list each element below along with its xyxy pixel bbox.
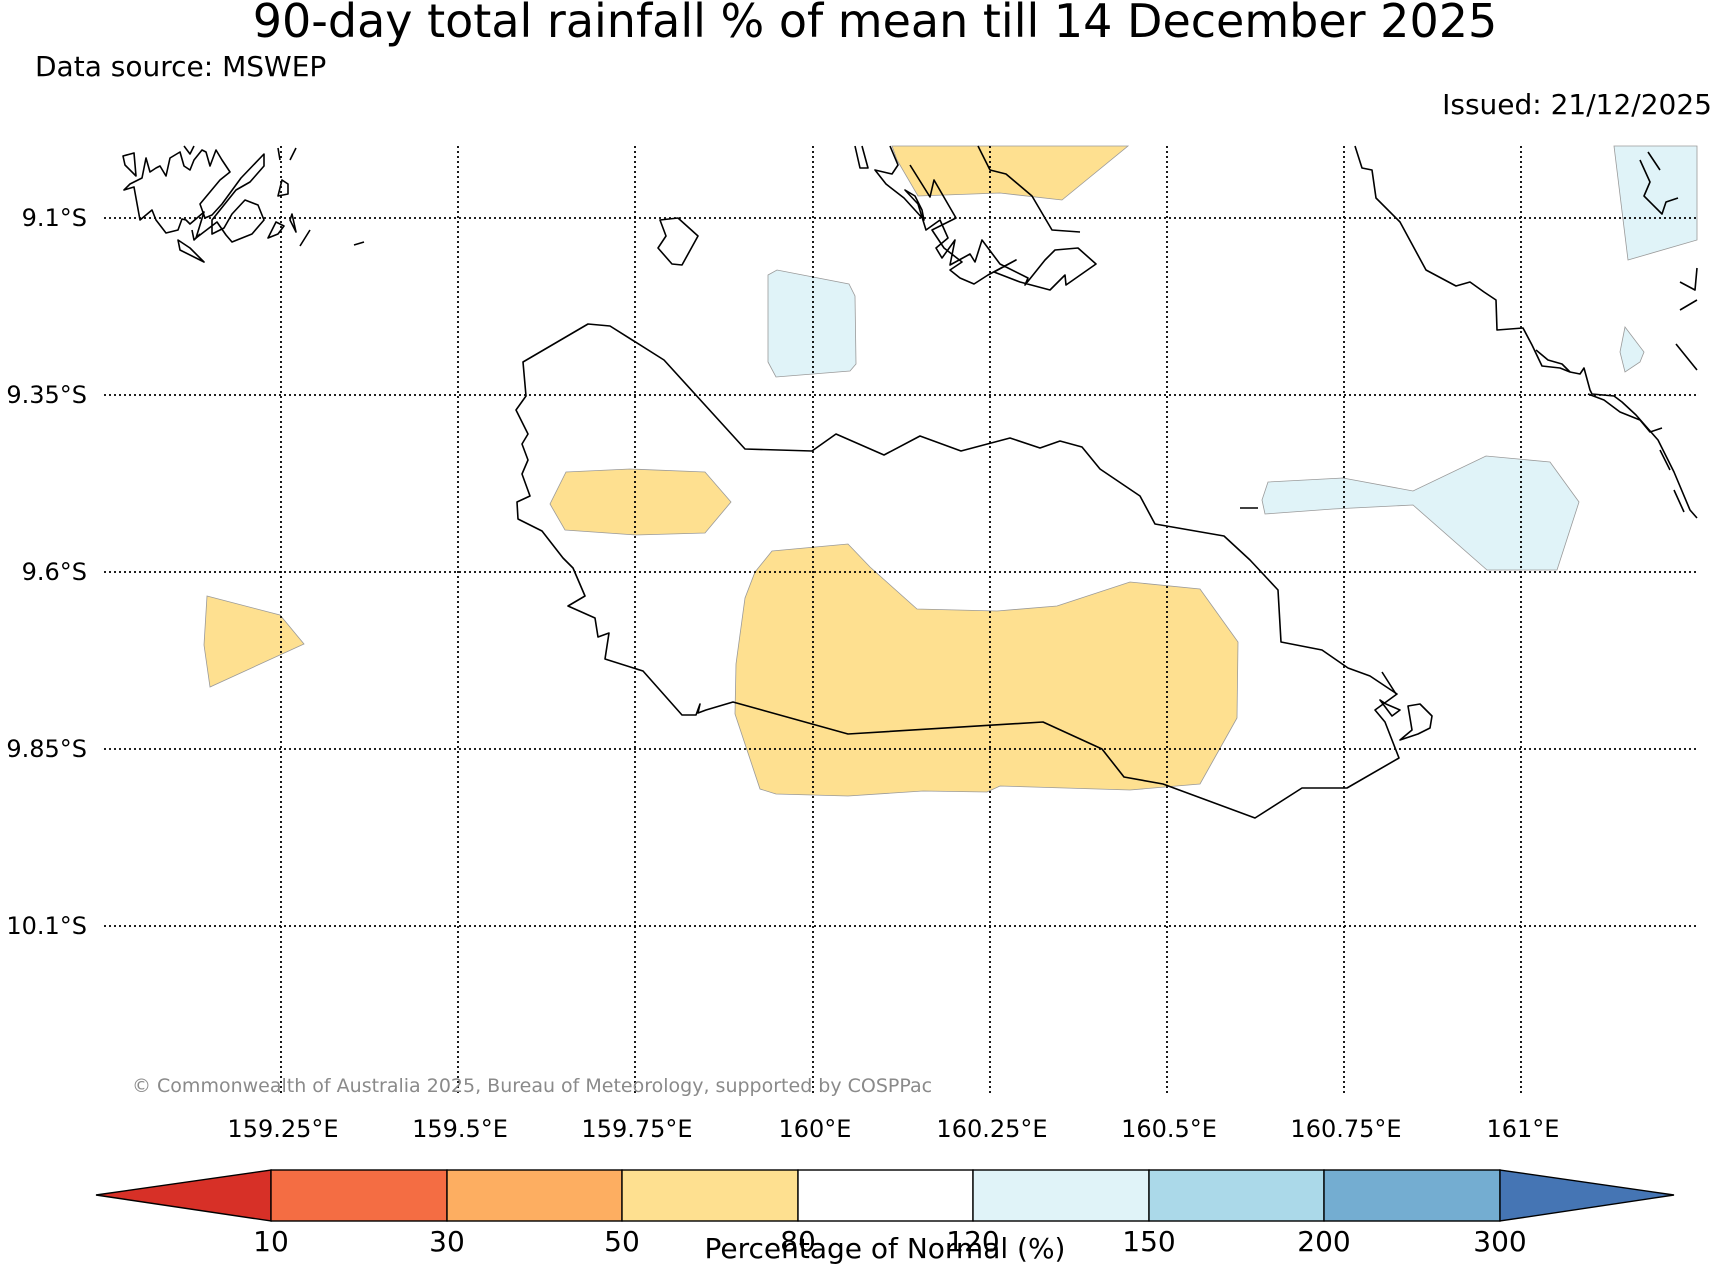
lat-label: 9.35°S (6, 381, 87, 409)
figure-title: 90-day total rainfall % of mean till 14 … (253, 0, 1498, 48)
lon-label: 159.25°E (227, 1115, 338, 1143)
graticule (104, 146, 1697, 1093)
coastline-florida-islands (874, 145, 1097, 291)
lon-label: 160.25°E (936, 1115, 1047, 1143)
data-source-label: Data source: MSWEP (35, 50, 326, 83)
shade-region-light-blue-east (1261, 455, 1580, 571)
shade-region-central-north (549, 468, 732, 536)
coastline-florida-west (854, 145, 869, 169)
shade-region-light-blue-corner (1613, 145, 1698, 261)
shading-120-150-percent (767, 145, 1698, 571)
colorbar-segment-50-80 (621, 1169, 799, 1222)
colorbar-segment-200-300 (1323, 1169, 1501, 1222)
shade-region-light-blue-sliver (1619, 326, 1645, 373)
colorbar-segment-80-120 (797, 1169, 974, 1222)
lat-label: 9.6°S (22, 558, 87, 586)
colorbar-tick-label: 120 (946, 1225, 999, 1258)
colorbar-tick-label: 300 (1473, 1225, 1526, 1258)
coastline-malaita (1354, 145, 1698, 519)
colorbar-ticks: 10 30 50 80 120 150 200 300 (253, 1225, 1527, 1258)
coastlines (122, 145, 1698, 819)
lat-label: 9.1°S (22, 204, 87, 232)
colorbar-segment-120-150 (972, 1169, 1150, 1222)
colorbar-tick-label: 30 (429, 1225, 465, 1258)
colorbar-tick-label: 80 (780, 1225, 816, 1258)
coastline-islet-north (657, 217, 699, 266)
colorbar-segment-150-200 (1148, 1169, 1325, 1222)
lon-label: 160°E (779, 1115, 852, 1143)
colorbar-tick-label: 150 (1122, 1225, 1175, 1258)
coastline-guadalcanal (515, 323, 1400, 819)
lon-label: 161°E (1487, 1115, 1560, 1143)
lon-label: 159.5°E (412, 1115, 508, 1143)
shade-region-light-blue-north (767, 269, 857, 378)
colorbar-segment-30-50 (446, 1169, 623, 1222)
lon-label: 159.75°E (581, 1115, 692, 1143)
lon-label: 160.75°E (1290, 1115, 1401, 1143)
longitude-labels: 159.25°E 159.5°E 159.75°E 160°E 160.25°E… (227, 1115, 1559, 1143)
colorbar-title: Percentage of Normal (%) (705, 1232, 1066, 1265)
coastline-nw-islands (122, 149, 265, 243)
shade-region-north-top (891, 145, 1130, 201)
coastline-east-islets (1240, 507, 1433, 741)
colorbar: 10 30 50 80 120 150 200 300 Percentage o… (95, 1169, 1675, 1265)
colorbar-extend-low (95, 1169, 272, 1222)
shade-region-west-isle (203, 595, 305, 688)
colorbar-tick-label: 200 (1297, 1225, 1350, 1258)
colorbar-tick-label: 50 (604, 1225, 640, 1258)
issued-date-label: Issued: 21/12/2025 (1442, 88, 1712, 121)
shade-region-south-coast (734, 543, 1239, 797)
map-plot-area: 9.1°S 9.35°S 9.6°S 9.85°S 10.1°S 159.25°… (6, 145, 1698, 1143)
lat-label: 10.1°S (6, 912, 87, 940)
coastline-east-fragments (1639, 151, 1698, 513)
latitude-labels: 9.1°S 9.35°S 9.6°S 9.85°S 10.1°S (6, 204, 87, 940)
colorbar-segment-10-30 (270, 1169, 448, 1222)
colorbar-tick-label: 10 (253, 1225, 289, 1258)
coastline-nw-islets (177, 145, 365, 263)
lat-label: 9.85°S (6, 735, 87, 763)
lon-label: 160.5°E (1121, 1115, 1217, 1143)
colorbar-extend-high (1499, 1169, 1675, 1222)
copyright-notice: © Commonwealth of Australia 2025, Bureau… (132, 1075, 932, 1097)
coastline-malaita-inlet (1535, 349, 1663, 433)
coastline-florida-central (977, 145, 1081, 233)
